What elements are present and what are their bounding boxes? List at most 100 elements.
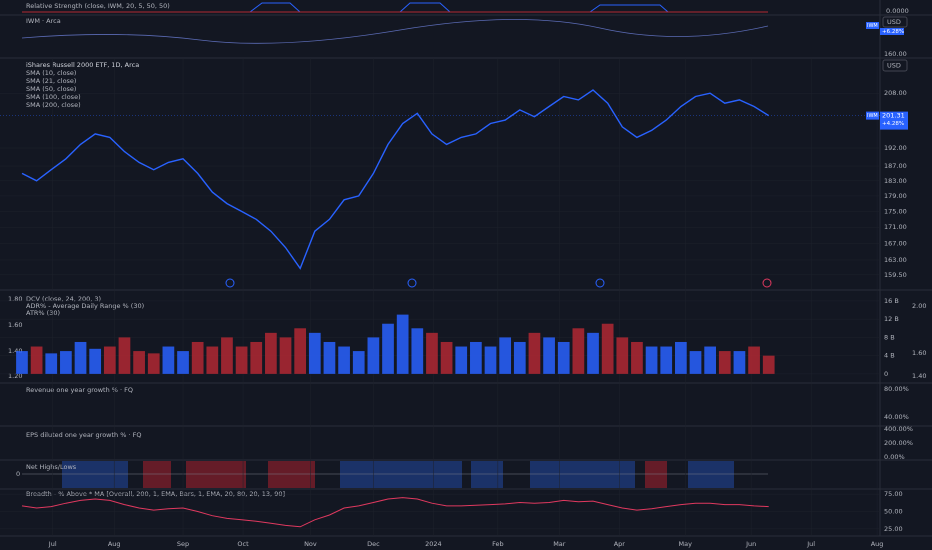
x-tick-label: Aug [108,540,121,548]
volume-bar [616,337,629,374]
series-line [21,497,769,528]
x-tick-label: Nov [304,540,317,548]
volume-bar [177,351,189,374]
volume-bar [30,346,43,374]
volume-bar [250,341,263,374]
volume-bar [631,341,643,374]
legend-entry: SMA (50, close) [26,85,76,93]
volume-bar [162,346,175,374]
x-tick-label: Aug [871,540,884,548]
eps-tick: 0.00% [884,453,905,461]
eps-tick: 400.00% [884,425,913,433]
x-tick-label: Mar [553,540,566,548]
volume-bar [660,346,673,374]
volume-bar [440,341,453,374]
y-tick-label: 171.00 [884,223,907,231]
volume-bar [221,337,233,374]
y-tick-label: 12 B [884,315,899,323]
y-tick-label: 187.00 [884,162,907,170]
x-tick-label: Oct [237,540,249,548]
volume-bar [748,346,760,374]
volume-bar [572,328,585,374]
volume-bar [455,346,468,374]
volume-bar [308,332,321,374]
dcv-title: DCV (close, 24, 200, 3) [26,295,101,303]
currency-button[interactable] [882,16,908,28]
volume-bar [235,346,248,374]
y-tick-label: 50.00 [884,507,903,515]
volume-bar [206,346,219,374]
y-tick-label: 4 B [884,352,895,360]
volume-bar [528,332,541,374]
y-tick-label: 0 [884,370,888,378]
volume-bar [557,341,570,374]
price-title: iShares Russell 2000 ETF, 1D, Arca [26,61,139,69]
volume-bar [323,341,336,374]
volume-bar [689,351,702,374]
currency: USD [887,62,901,70]
earnings-markers [225,278,772,288]
x-tick-label: Jun [745,540,756,548]
volume-bar [16,351,28,374]
adr-tick: 2.00 [912,302,926,310]
volume-bar [294,328,307,374]
x-tick-label: Sep [177,540,189,548]
rs-title: Relative Strength (close, IWM, 20, 5, 50… [26,2,170,10]
revenue-tick: 40.00% [884,413,909,421]
series-line [21,89,770,270]
dcv-left-tick: 1.60 [8,321,22,329]
dcv-left-tick: 1.20 [8,372,22,380]
adr-title: ADR% - Average Daily Range % (30) [26,302,144,310]
iwm-tag [866,22,879,29]
rs-signal [249,2,669,13]
iwm-change: +6.28% [882,29,904,35]
volume-bar [499,337,512,374]
volume-bar [191,341,204,374]
volume-bar [704,346,717,374]
volume-bar [718,351,731,374]
legend-entry: SMA (21, close) [26,77,76,85]
volume-bar [133,351,145,374]
volume-bar [587,332,599,374]
volume-bar [513,341,526,374]
dcv-left-tick: 1.40 [8,347,22,355]
price-change: +4.28% [882,121,904,127]
volume-bar [543,337,555,374]
currency-button[interactable] [882,59,908,72]
volume-bar [60,351,72,374]
iwm-change-tag [880,28,904,35]
volume-bar [338,346,350,374]
y-tick-label: 175.00 [884,207,907,215]
iwm-title: IWM · Arca [26,17,61,25]
adr-tick: 1.60 [912,349,926,357]
x-tick-label: 2024 [425,540,442,548]
price-tag-bg [880,111,908,130]
y-tick-label: 75.00 [884,490,903,498]
adr-tick: 1.40 [912,372,926,380]
legend-entry: SMA (10, close) [26,69,76,77]
x-tick-label: Feb [492,540,504,548]
volume-bar [279,337,292,374]
legend-entry: SMA (200, close) [26,101,81,109]
volume-bar [396,314,409,374]
volume-bar [265,332,277,374]
volume-bar [103,346,116,374]
x-tick-label: May [679,540,693,548]
y-tick-label: 192.00 [884,144,907,152]
volume-bar [147,353,160,374]
atr-title: ATR% (30) [26,309,60,317]
volume-bar [74,341,87,374]
y-tick-label: 167.00 [884,239,907,247]
volume-bar [367,337,380,374]
eps-tick: 200.00% [884,439,913,447]
iwm-line [21,19,769,44]
revenue-title: Revenue one year growth % · FQ [26,386,133,394]
volume-bar [470,341,482,374]
x-tick-label: Jul [48,540,57,548]
currency: USD [887,18,901,26]
x-tick-label: Dec [367,540,380,548]
y-tick-label: 159.50 [884,271,907,279]
dcv-left-tick: 1.80 [8,295,22,303]
volume-bar [601,323,614,374]
